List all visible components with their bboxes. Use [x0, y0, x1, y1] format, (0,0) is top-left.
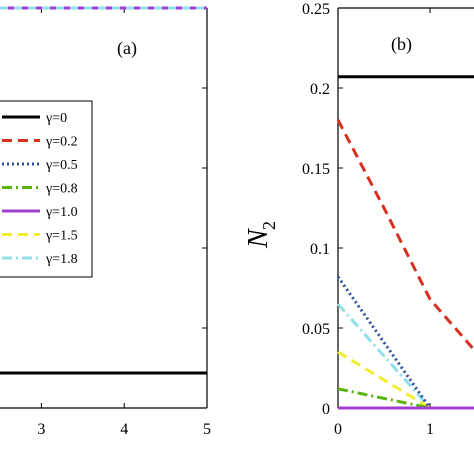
panel-a-xtick-label: 5: [203, 421, 211, 438]
panel-b-series-line: [336, 275, 474, 410]
panel-b-series-line: [337, 387, 474, 410]
legend-label: γ=0.8: [45, 182, 78, 197]
panel-a-series: [0, 6, 207, 375]
panel-a-xtick-label: 4: [120, 421, 128, 438]
panel-b-ytick-label: 0.15: [302, 161, 330, 178]
panel-b-xtick-label: 1: [426, 421, 434, 438]
panel-b-ylabel-main: N: [243, 228, 274, 249]
legend: γ=0 γ=0.2 γ=0.5 γ=0.8 γ=1.0 γ=1.5 γ=1.8: [0, 100, 93, 278]
panel-a-xtick-label: 3: [37, 421, 45, 438]
panel-a-label: (a): [117, 38, 137, 59]
legend-label: γ=1.8: [45, 252, 78, 267]
legend-label: γ=1.0: [45, 205, 78, 220]
panel-b-series-line: [336, 119, 474, 352]
panel-b-series-line: [337, 350, 474, 410]
panel-b: N 2 (b) 0 0.05 0.1 0.15 0.2 0.25 0 1: [243, 1, 474, 438]
panel-b-ytick-label: 0.05: [302, 321, 330, 338]
legend-label: γ=1.5: [45, 229, 78, 244]
panel-a-ticks: 3 4 5: [37, 8, 211, 438]
legend-label: γ=0.5: [45, 158, 78, 173]
panel-b-ylabel-sub: 2: [259, 221, 279, 230]
panel-b-ytick-label: 0.1: [310, 241, 330, 258]
panel-b-ytick-label: 0: [322, 401, 330, 418]
panel-a: (a) 3 4 5 γ=0 γ=0.2 γ=0.5 γ=0.8 γ=1.0 γ=1.5 γ=1.…: [0, 6, 211, 438]
legend-label: γ=0: [45, 111, 67, 126]
panel-b-label: (b): [391, 34, 412, 55]
panel-b-series: [336, 75, 474, 410]
legend-label: γ=0.2: [45, 135, 78, 150]
panel-b-ylabel: N 2: [243, 221, 279, 249]
panel-b-ytick-label: 0.2: [310, 81, 330, 98]
panel-b-xtick-label: 0: [334, 421, 342, 438]
panel-b-ytick-label: 0.25: [302, 1, 330, 18]
legend-box: [0, 100, 93, 278]
panel-b-ticks: 0 0.05 0.1 0.15 0.2 0.25 0 1: [302, 1, 434, 438]
